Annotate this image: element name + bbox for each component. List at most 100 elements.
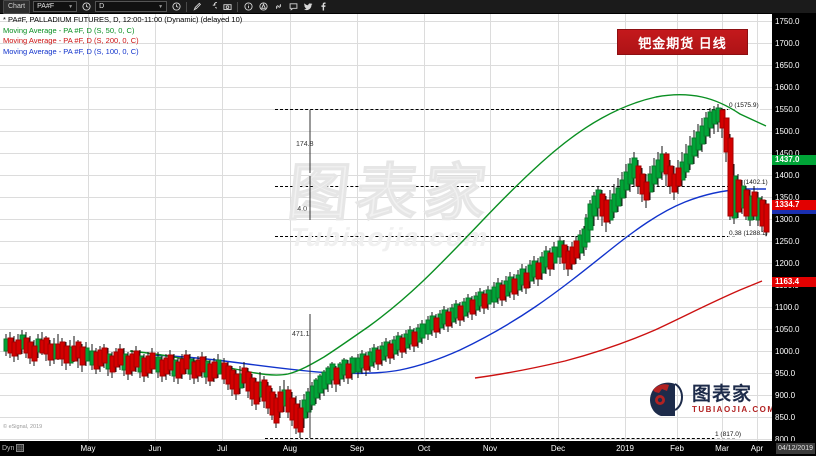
price-tick-1400: 1400.0 <box>775 171 800 180</box>
time-tick-oct: Oct <box>417 444 431 453</box>
twitter-icon[interactable] <box>302 1 314 12</box>
price-tick-900: 900.0 <box>775 391 796 400</box>
time-tick-mar: Mar <box>715 444 729 453</box>
gridline-1150 <box>0 285 772 286</box>
gridline-dec <box>558 14 559 441</box>
legend-ma-50[interactable]: Moving Average - PA #F, D (S, 50, 0, C) <box>3 25 135 35</box>
gridline-mar <box>722 14 723 441</box>
gridline-900 <box>0 395 772 396</box>
chevron-down-icon[interactable]: ▼ <box>68 3 74 10</box>
price-tick-1550: 1550.0 <box>775 105 800 114</box>
time-tick-jul: Jul <box>216 444 228 453</box>
price-tick-850: 850.0 <box>775 413 796 422</box>
price-tick-1600: 1600.0 <box>775 83 800 92</box>
gridline-1200 <box>0 263 772 264</box>
fib-label-038: 0.38 (1288.1) <box>728 230 769 238</box>
alert-icon[interactable] <box>257 1 269 12</box>
gridline-jul <box>222 14 223 441</box>
chart-legend: * PA#F, PALLADIUM FUTURES, D, 12:00-11:0… <box>3 15 242 57</box>
link-icon[interactable] <box>272 1 284 12</box>
camera-icon[interactable] <box>221 1 233 12</box>
time-tick-aug: Aug <box>282 444 298 453</box>
gridline-1750 <box>0 21 772 22</box>
fib-level-023 <box>275 186 735 187</box>
time-axis-mode[interactable]: Dyn <box>0 441 25 456</box>
price-tick-800: 800.0 <box>775 435 796 441</box>
price-tick-1300: 1300.0 <box>775 215 800 224</box>
gridline-1500 <box>0 131 772 132</box>
time-tick-sep: Sep <box>349 444 365 453</box>
toolbar: Chart PA#F ▼ D ▼ <box>0 0 816 14</box>
fib-label-023: 0.23 (1402.1) <box>728 179 769 187</box>
gridline-800 <box>0 439 772 440</box>
price-tick-1450: 1450.0 <box>775 149 800 158</box>
legend-title[interactable]: * PA#F, PALLADIUM FUTURES, D, 12:00-11:0… <box>3 15 243 24</box>
legend-ma-100[interactable]: Moving Average - PA #F, D (S, 100, 0, C) <box>3 46 139 56</box>
comment-icon[interactable] <box>287 1 299 12</box>
time-tick-jun: Jun <box>148 444 162 453</box>
legend-ma-200[interactable]: Moving Average - PA #F, D (S, 200, 0, C) <box>3 36 139 45</box>
clock-icon[interactable] <box>80 1 92 12</box>
price-tick-1000: 1000.0 <box>775 347 800 356</box>
measure-label-2: 114.0 <box>290 206 307 213</box>
gridline-1100 <box>0 307 772 308</box>
measure-label-1: 174.8 <box>296 141 314 148</box>
fib-level-1 <box>265 438 735 439</box>
fib-level-038 <box>275 236 735 237</box>
price-axis[interactable]: 1750.0 1700.0 1650.0 1600.0 1550.0 1500.… <box>772 14 816 441</box>
price-tick-1250: 1250.0 <box>775 237 800 246</box>
gridline-sep <box>357 14 358 441</box>
toolbar-divider <box>186 1 188 12</box>
ma50-price-badge: 1437.0 <box>772 155 816 165</box>
timeframe-value: D <box>99 2 105 10</box>
grid-toggle-icon[interactable] <box>16 443 25 454</box>
chevron-down-icon-2[interactable]: ▼ <box>158 3 164 10</box>
time-tick-2019: 2019 <box>616 444 634 453</box>
measure-label-3: 471.1 <box>292 331 310 338</box>
gridline-1350 <box>0 197 772 198</box>
time-tick-apr: Apr <box>750 444 764 453</box>
fib-label-0: 0 (1575.9) <box>728 102 760 110</box>
gridline-nov <box>490 14 491 441</box>
gridline-1650 <box>0 65 772 66</box>
symbol-value: PA#F <box>37 2 55 10</box>
fib-label-1: 1 (817.0) <box>714 431 743 439</box>
title-banner: 钯金期货 日线 <box>617 29 748 55</box>
price-tick-1200: 1200.0 <box>775 259 800 268</box>
price-tick-1700: 1700.0 <box>775 39 800 48</box>
time-tick-nov: Nov <box>482 444 498 453</box>
info-icon[interactable] <box>242 1 254 12</box>
undo-icon[interactable] <box>206 1 218 12</box>
symbol-input[interactable]: PA#F ▼ <box>33 1 78 12</box>
gridline-1050 <box>0 329 772 330</box>
toolbar-divider-2 <box>237 1 239 12</box>
chart-menu-button[interactable]: Chart <box>3 0 31 14</box>
time-axis[interactable]: Dyn May Jun Jul Aug Sep Oct Nov Dec 2019… <box>0 441 816 456</box>
ma100-price-badge <box>772 210 816 214</box>
price-tick-1500: 1500.0 <box>775 127 800 136</box>
gridline-oct <box>424 14 425 441</box>
ma200-line <box>474 280 763 379</box>
last-date-badge: 04/12/2019 <box>775 443 815 454</box>
gridline-may <box>88 14 89 441</box>
gridline-aug <box>290 14 291 441</box>
gridline-1450 <box>0 153 772 154</box>
gridline-1700 <box>0 43 772 44</box>
price-tick-950: 950.0 <box>775 369 796 378</box>
price-tick-1350: 1350.0 <box>775 193 800 202</box>
pencil-icon[interactable] <box>191 1 203 12</box>
gridline-1400 <box>0 175 772 176</box>
last-price-badge: 1334.7 <box>772 200 816 210</box>
gridline-2019 <box>625 14 626 441</box>
facebook-icon[interactable] <box>317 1 329 12</box>
history-icon[interactable] <box>170 1 182 12</box>
ma200-price-badge: 1163.4 <box>772 277 816 287</box>
chart-plot-area[interactable]: 图表家 Tubiaojia.com <box>0 14 772 441</box>
gridline-950 <box>0 373 772 374</box>
time-axis-mode-label: Dyn <box>2 445 15 452</box>
price-tick-1750: 1750.0 <box>775 17 800 26</box>
price-tick-1100: 1100.0 <box>775 303 799 312</box>
price-tick-1650: 1650.0 <box>775 61 800 70</box>
timeframe-input[interactable]: D ▼ <box>95 1 168 12</box>
